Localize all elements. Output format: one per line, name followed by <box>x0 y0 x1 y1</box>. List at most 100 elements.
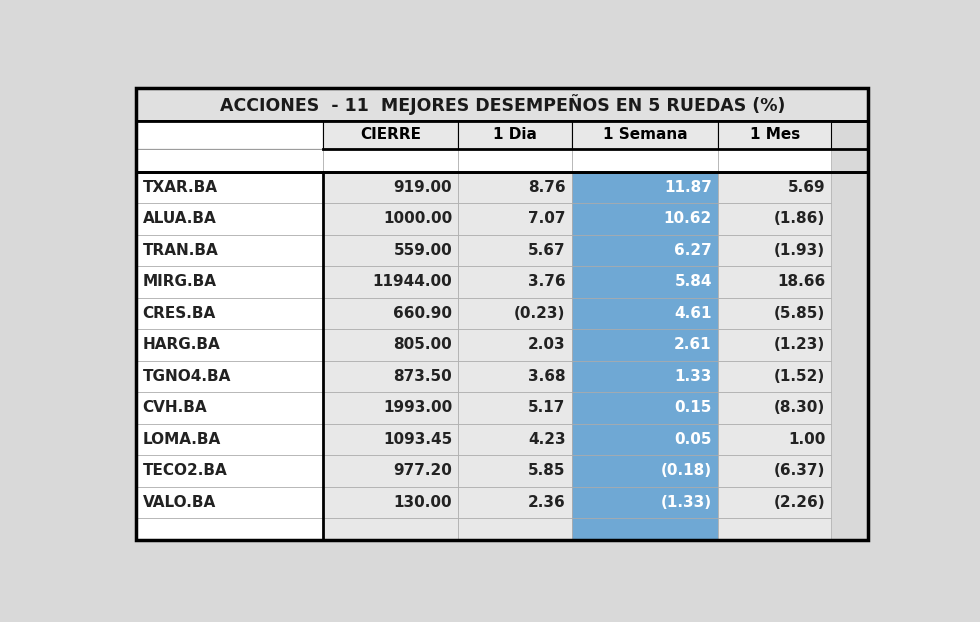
Bar <box>718 298 831 329</box>
Text: CVH.BA: CVH.BA <box>143 401 208 415</box>
Bar <box>459 486 571 518</box>
Bar <box>459 234 571 266</box>
Text: (0.23): (0.23) <box>514 306 565 321</box>
Bar <box>718 203 831 234</box>
Bar <box>459 203 571 234</box>
Bar <box>136 455 323 486</box>
Text: 919.00: 919.00 <box>394 180 452 195</box>
Text: 5.69: 5.69 <box>788 180 825 195</box>
Bar <box>571 121 718 149</box>
Text: 3.68: 3.68 <box>528 369 565 384</box>
Text: 805.00: 805.00 <box>393 337 452 353</box>
Bar <box>136 121 323 149</box>
Bar <box>571 172 718 203</box>
Bar <box>323 392 459 424</box>
Bar <box>459 298 571 329</box>
Text: (1.52): (1.52) <box>774 369 825 384</box>
Text: LOMA.BA: LOMA.BA <box>143 432 220 447</box>
Bar <box>136 266 323 298</box>
Text: 1.33: 1.33 <box>674 369 711 384</box>
Text: 11944.00: 11944.00 <box>372 274 452 289</box>
Text: 977.20: 977.20 <box>393 463 452 478</box>
Text: (5.85): (5.85) <box>774 306 825 321</box>
Bar <box>136 518 323 540</box>
Bar <box>571 392 718 424</box>
Bar <box>459 361 571 392</box>
Text: 11.87: 11.87 <box>664 180 711 195</box>
Bar <box>571 361 718 392</box>
Text: CIERRE: CIERRE <box>361 128 421 142</box>
Bar <box>323 266 459 298</box>
Text: HARG.BA: HARG.BA <box>143 337 220 353</box>
Bar <box>136 298 323 329</box>
Text: (8.30): (8.30) <box>774 401 825 415</box>
Bar <box>323 149 459 172</box>
Text: 130.00: 130.00 <box>394 495 452 510</box>
Text: 873.50: 873.50 <box>393 369 452 384</box>
Bar <box>323 234 459 266</box>
Bar <box>459 455 571 486</box>
Text: 5.17: 5.17 <box>528 401 565 415</box>
Text: (1.23): (1.23) <box>774 337 825 353</box>
Bar <box>136 88 868 121</box>
Bar <box>323 518 459 540</box>
Bar <box>459 518 571 540</box>
Text: (0.18): (0.18) <box>661 463 711 478</box>
Text: 1 Dia: 1 Dia <box>493 128 537 142</box>
Bar <box>459 266 571 298</box>
Text: 5.84: 5.84 <box>674 274 711 289</box>
Bar <box>323 455 459 486</box>
Bar <box>323 424 459 455</box>
Text: TRAN.BA: TRAN.BA <box>143 243 219 258</box>
Text: 5.67: 5.67 <box>528 243 565 258</box>
Bar <box>323 361 459 392</box>
Bar <box>136 329 323 361</box>
Text: 0.15: 0.15 <box>674 401 711 415</box>
Bar <box>459 329 571 361</box>
Bar <box>323 121 459 149</box>
Bar <box>718 518 831 540</box>
Bar <box>136 392 323 424</box>
Bar <box>459 121 571 149</box>
Text: 1000.00: 1000.00 <box>383 211 452 226</box>
Text: 1.00: 1.00 <box>788 432 825 447</box>
Bar <box>571 329 718 361</box>
Bar <box>718 266 831 298</box>
Text: TGNO4.BA: TGNO4.BA <box>143 369 231 384</box>
Bar <box>459 392 571 424</box>
Text: (6.37): (6.37) <box>774 463 825 478</box>
Bar <box>718 121 831 149</box>
Text: 18.66: 18.66 <box>777 274 825 289</box>
Text: 4.61: 4.61 <box>674 306 711 321</box>
Text: 10.62: 10.62 <box>663 211 711 226</box>
Text: MIRG.BA: MIRG.BA <box>143 274 217 289</box>
Bar <box>571 298 718 329</box>
Bar <box>571 266 718 298</box>
Text: 1093.45: 1093.45 <box>383 432 452 447</box>
Bar <box>323 203 459 234</box>
Text: 1993.00: 1993.00 <box>383 401 452 415</box>
Text: 0.05: 0.05 <box>674 432 711 447</box>
Bar <box>571 424 718 455</box>
Bar <box>718 149 831 172</box>
Bar <box>571 234 718 266</box>
Bar <box>136 486 323 518</box>
Bar <box>718 172 831 203</box>
Text: 8.76: 8.76 <box>528 180 565 195</box>
Bar <box>459 149 571 172</box>
Bar <box>136 149 323 172</box>
Text: 1 Mes: 1 Mes <box>750 128 800 142</box>
Bar <box>718 329 831 361</box>
Bar <box>136 361 323 392</box>
Text: (1.93): (1.93) <box>774 243 825 258</box>
Bar <box>323 486 459 518</box>
Text: TXAR.BA: TXAR.BA <box>143 180 218 195</box>
Bar <box>718 392 831 424</box>
Text: 6.27: 6.27 <box>674 243 711 258</box>
Text: ACCIONES  - 11  MEJORES DESEMPEÑOS EN 5 RUEDAS (%): ACCIONES - 11 MEJORES DESEMPEÑOS EN 5 RU… <box>220 94 785 115</box>
Bar <box>136 234 323 266</box>
Bar <box>323 172 459 203</box>
Bar <box>323 329 459 361</box>
Bar <box>718 486 831 518</box>
Text: (2.26): (2.26) <box>773 495 825 510</box>
